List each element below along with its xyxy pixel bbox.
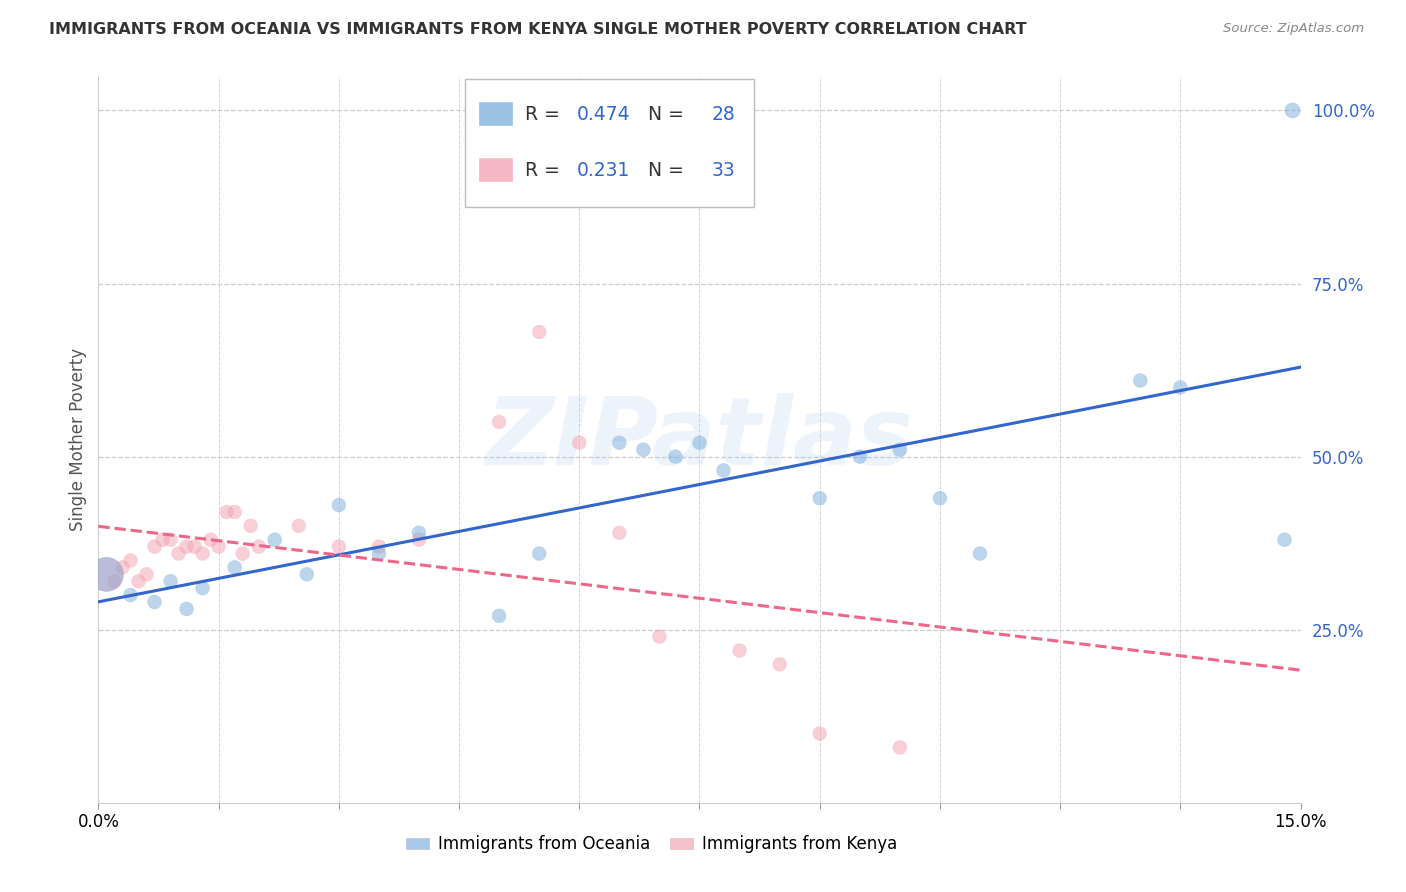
Point bbox=[609, 435, 631, 450]
Point bbox=[143, 540, 166, 554]
Point bbox=[368, 540, 391, 554]
Point bbox=[929, 491, 952, 505]
Point bbox=[688, 435, 710, 450]
Point bbox=[143, 595, 166, 609]
Point bbox=[120, 588, 142, 602]
Point bbox=[224, 505, 246, 519]
Text: ZIPatlas: ZIPatlas bbox=[485, 393, 914, 485]
FancyBboxPatch shape bbox=[479, 103, 513, 127]
FancyBboxPatch shape bbox=[479, 158, 513, 182]
Point bbox=[728, 643, 751, 657]
Point bbox=[609, 525, 631, 540]
Y-axis label: Single Mother Poverty: Single Mother Poverty bbox=[69, 348, 87, 531]
Point bbox=[1281, 103, 1303, 118]
Point bbox=[529, 547, 551, 561]
Text: 28: 28 bbox=[711, 105, 735, 124]
Point bbox=[103, 574, 125, 589]
Point bbox=[120, 553, 142, 567]
Point bbox=[224, 560, 246, 574]
Point bbox=[183, 540, 205, 554]
Text: 33: 33 bbox=[711, 161, 735, 180]
Point bbox=[328, 540, 350, 554]
Point bbox=[191, 581, 214, 595]
Text: IMMIGRANTS FROM OCEANIA VS IMMIGRANTS FROM KENYA SINGLE MOTHER POVERTY CORRELATI: IMMIGRANTS FROM OCEANIA VS IMMIGRANTS FR… bbox=[49, 22, 1026, 37]
Point bbox=[96, 567, 118, 582]
Point bbox=[713, 463, 735, 477]
Point bbox=[808, 491, 831, 505]
Point bbox=[239, 519, 262, 533]
Point bbox=[247, 540, 270, 554]
Point bbox=[1274, 533, 1296, 547]
Text: Source: ZipAtlas.com: Source: ZipAtlas.com bbox=[1223, 22, 1364, 36]
Point bbox=[969, 547, 991, 561]
Point bbox=[96, 567, 118, 582]
Text: 0.231: 0.231 bbox=[576, 161, 630, 180]
Point bbox=[208, 540, 231, 554]
Point bbox=[128, 574, 150, 589]
Point bbox=[191, 547, 214, 561]
Legend: Immigrants from Oceania, Immigrants from Kenya: Immigrants from Oceania, Immigrants from… bbox=[399, 829, 904, 860]
Point bbox=[1129, 374, 1152, 388]
Point bbox=[215, 505, 238, 519]
Point bbox=[159, 574, 181, 589]
Point bbox=[159, 533, 181, 547]
Point bbox=[295, 567, 318, 582]
Point bbox=[889, 740, 911, 755]
Point bbox=[889, 442, 911, 457]
Point bbox=[135, 567, 157, 582]
Point bbox=[152, 533, 174, 547]
FancyBboxPatch shape bbox=[465, 79, 754, 207]
Text: 0.474: 0.474 bbox=[576, 105, 630, 124]
Point bbox=[200, 533, 222, 547]
Point bbox=[176, 540, 198, 554]
Point bbox=[1170, 380, 1192, 394]
Point bbox=[263, 533, 285, 547]
Point bbox=[633, 442, 655, 457]
Point bbox=[768, 657, 790, 672]
Point bbox=[408, 533, 430, 547]
Point bbox=[328, 498, 350, 512]
Point bbox=[111, 560, 134, 574]
Point bbox=[176, 602, 198, 616]
Text: R =: R = bbox=[526, 105, 567, 124]
Point bbox=[408, 525, 430, 540]
Point bbox=[488, 415, 510, 429]
Point bbox=[849, 450, 872, 464]
Text: N =: N = bbox=[636, 161, 690, 180]
Point bbox=[648, 630, 671, 644]
Point bbox=[167, 547, 190, 561]
Point bbox=[529, 325, 551, 339]
Point bbox=[488, 608, 510, 623]
Point bbox=[368, 547, 391, 561]
Point bbox=[232, 547, 254, 561]
Text: N =: N = bbox=[636, 105, 690, 124]
Point bbox=[664, 450, 686, 464]
Text: R =: R = bbox=[526, 161, 567, 180]
Point bbox=[808, 726, 831, 740]
Point bbox=[568, 435, 591, 450]
Point bbox=[288, 519, 311, 533]
